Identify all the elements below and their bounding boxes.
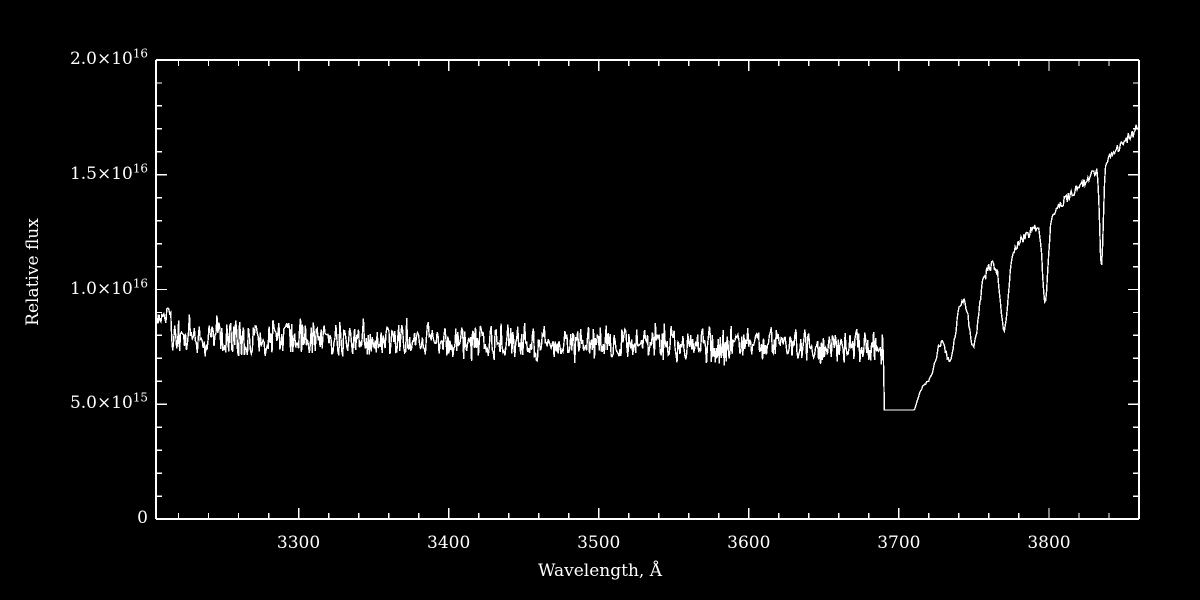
x-axis-tick-label: 3600 xyxy=(727,533,771,553)
x-axis-title: Wavelength, Å xyxy=(538,561,662,581)
y-axis-title: Relative flux xyxy=(23,218,43,326)
spectrum-data-line xyxy=(155,124,1140,411)
y-axis-tick-label: 1.5×1016 xyxy=(69,161,148,184)
axis-tick-marks xyxy=(156,59,1140,520)
x-axis-tick-label: 3300 xyxy=(276,533,321,553)
y-axis-tick-label: 2.0×1016 xyxy=(69,46,148,69)
axis-frame xyxy=(155,59,1140,520)
x-axis-tick-label: 3800 xyxy=(1027,533,1071,553)
y-axis-tick-label: 0 xyxy=(137,508,148,528)
x-axis-tick-label: 3700 xyxy=(877,533,921,553)
y-axis-tick-label: 1.0×1016 xyxy=(69,275,148,299)
x-axis-tick-label: 3500 xyxy=(577,533,621,553)
x-axis-tick-label: 3400 xyxy=(427,533,471,553)
spectrum-polyline xyxy=(155,124,1140,411)
y-axis-tick-label: 5.0×1015 xyxy=(69,390,148,414)
